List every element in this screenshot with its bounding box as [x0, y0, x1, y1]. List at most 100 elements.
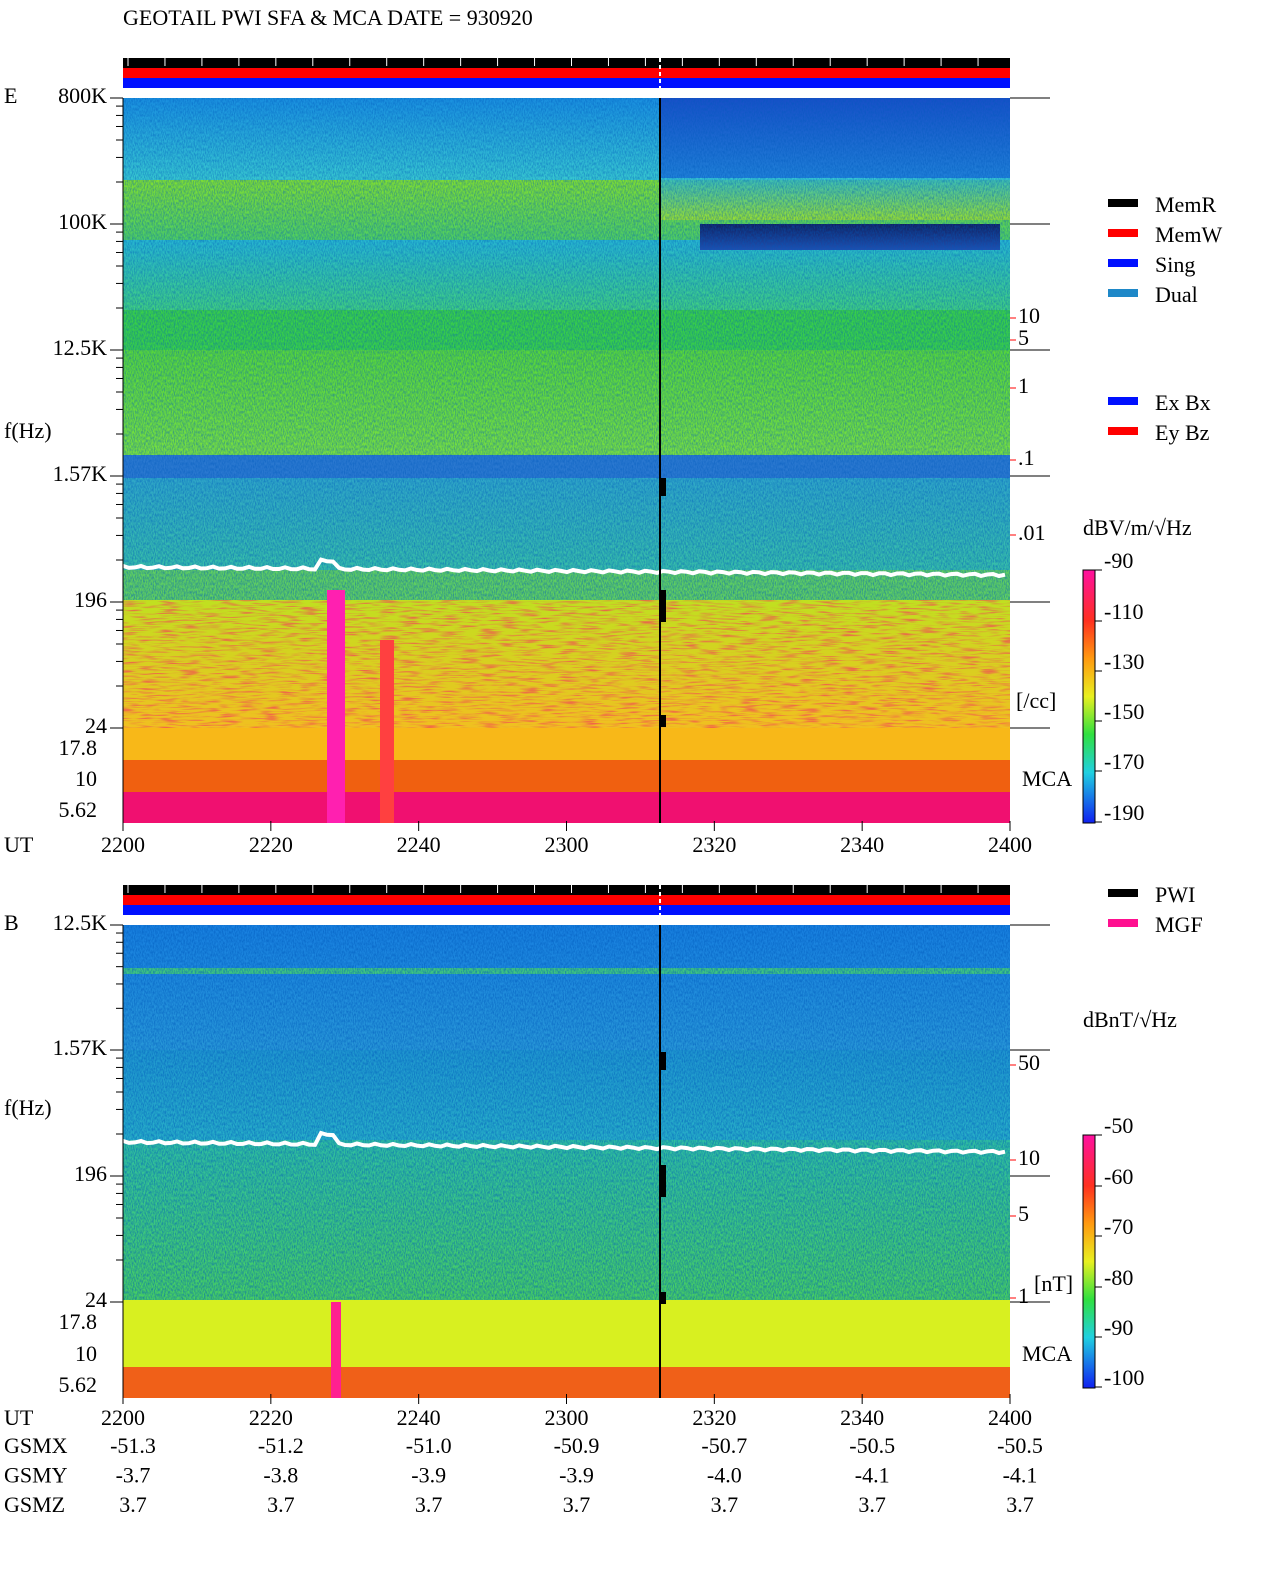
status-bar	[123, 895, 1010, 905]
legend-swatch	[1108, 229, 1138, 237]
label: -3.8	[263, 1463, 298, 1488]
burst	[380, 640, 394, 823]
label: Ex Bx	[1155, 390, 1211, 415]
label: 12.5K	[53, 910, 108, 935]
label: 12.5K	[53, 335, 108, 360]
label: -90	[1104, 1315, 1133, 1340]
label: 10	[75, 1341, 97, 1366]
status-bar	[123, 78, 1010, 88]
label: 100K	[58, 209, 107, 234]
colorbar-frame	[1082, 1134, 1096, 1389]
label: 3.7	[267, 1492, 295, 1517]
label: MemR	[1155, 192, 1216, 217]
label: 3.7	[711, 1492, 739, 1517]
label: 10	[75, 766, 97, 791]
label: -150	[1104, 699, 1144, 724]
label: -50.9	[554, 1433, 600, 1458]
label: 3.7	[119, 1492, 147, 1517]
label: 1.57K	[53, 1035, 108, 1060]
label: -4.1	[855, 1463, 890, 1488]
label: GSMX	[4, 1433, 68, 1458]
label: 5.62	[59, 797, 98, 822]
label: MGF	[1155, 912, 1203, 937]
label: 2400	[988, 832, 1032, 857]
spectrogram-band	[123, 792, 1010, 823]
label: -4.0	[707, 1463, 742, 1488]
label: Dual	[1155, 282, 1198, 307]
label: 3.7	[415, 1492, 443, 1517]
label: 2340	[840, 832, 884, 857]
label: -130	[1104, 649, 1144, 674]
label: PWI	[1155, 882, 1195, 907]
label: 2200	[101, 832, 145, 857]
label: 2320	[692, 1405, 736, 1430]
burst	[327, 590, 345, 823]
label: 10	[1018, 303, 1040, 328]
label: Sing	[1155, 252, 1195, 277]
label: 2320	[692, 832, 736, 857]
label: -3.9	[559, 1463, 594, 1488]
label: 2300	[545, 1405, 589, 1430]
spectrogram-band	[123, 760, 1010, 792]
legend-swatch	[1108, 199, 1138, 207]
label: 17.8	[59, 735, 98, 760]
label: 800K	[58, 83, 107, 108]
label: -190	[1104, 800, 1144, 825]
spectrogram-band	[123, 1367, 1010, 1398]
label: 2240	[397, 832, 441, 857]
gap-block	[660, 1165, 666, 1197]
colorbar	[1083, 570, 1095, 823]
label: 2400	[988, 1405, 1032, 1430]
colorbar-frame	[1082, 569, 1096, 824]
label: -80	[1104, 1265, 1133, 1290]
label: UT	[4, 1405, 34, 1430]
spectrogram-texture	[123, 600, 1010, 728]
label: dBnT/√Hz	[1083, 1007, 1177, 1032]
label: dBV/m/√Hz	[1083, 515, 1192, 540]
label: Ey Bz	[1155, 420, 1210, 445]
cyclotron-line	[122, 1130, 1006, 1156]
label: 1	[1018, 373, 1029, 398]
label: 3.7	[858, 1492, 886, 1517]
label: -51.0	[406, 1433, 452, 1458]
spectrogram-texture	[123, 925, 1010, 1300]
status-bar	[123, 58, 1010, 68]
label: 2340	[840, 1405, 884, 1430]
label: 24	[85, 1287, 107, 1312]
label: .1	[1018, 445, 1035, 470]
label: -110	[1104, 599, 1144, 624]
label: 3.7	[1006, 1492, 1034, 1517]
label: -70	[1104, 1214, 1133, 1239]
spectrogram-texture	[123, 478, 1010, 600]
label: -50	[1104, 1113, 1133, 1138]
label: .01	[1018, 520, 1046, 545]
cyclotron-line	[122, 557, 1006, 579]
burst	[331, 1302, 341, 1398]
label: MemW	[1155, 222, 1222, 247]
label: 5	[1018, 325, 1029, 350]
spectrogram-band	[123, 1300, 1010, 1367]
label: f(Hz)	[4, 418, 52, 443]
label: 196	[74, 587, 107, 612]
label: MCA	[1022, 766, 1072, 791]
label: 17.8	[59, 1309, 98, 1334]
gap-block	[660, 478, 666, 496]
title: GEOTAIL PWI SFA & MCA DATE = 930920	[123, 5, 533, 30]
legend-swatch	[1108, 427, 1138, 435]
label: -50.7	[701, 1433, 747, 1458]
colorbar	[1083, 1135, 1095, 1388]
label: -90	[1104, 548, 1133, 573]
label: 2240	[397, 1405, 441, 1430]
legend-swatch	[1108, 397, 1138, 405]
label: 3.7	[563, 1492, 591, 1517]
label: -51.3	[110, 1433, 156, 1458]
label: 1.57K	[53, 461, 108, 486]
label: 2200	[101, 1405, 145, 1430]
label: [/cc]	[1016, 688, 1056, 713]
legend-swatch	[1108, 289, 1138, 297]
label: 50	[1018, 1050, 1040, 1075]
legend-swatch	[1108, 919, 1138, 927]
status-bar	[123, 885, 1010, 895]
label: -51.2	[258, 1433, 304, 1458]
